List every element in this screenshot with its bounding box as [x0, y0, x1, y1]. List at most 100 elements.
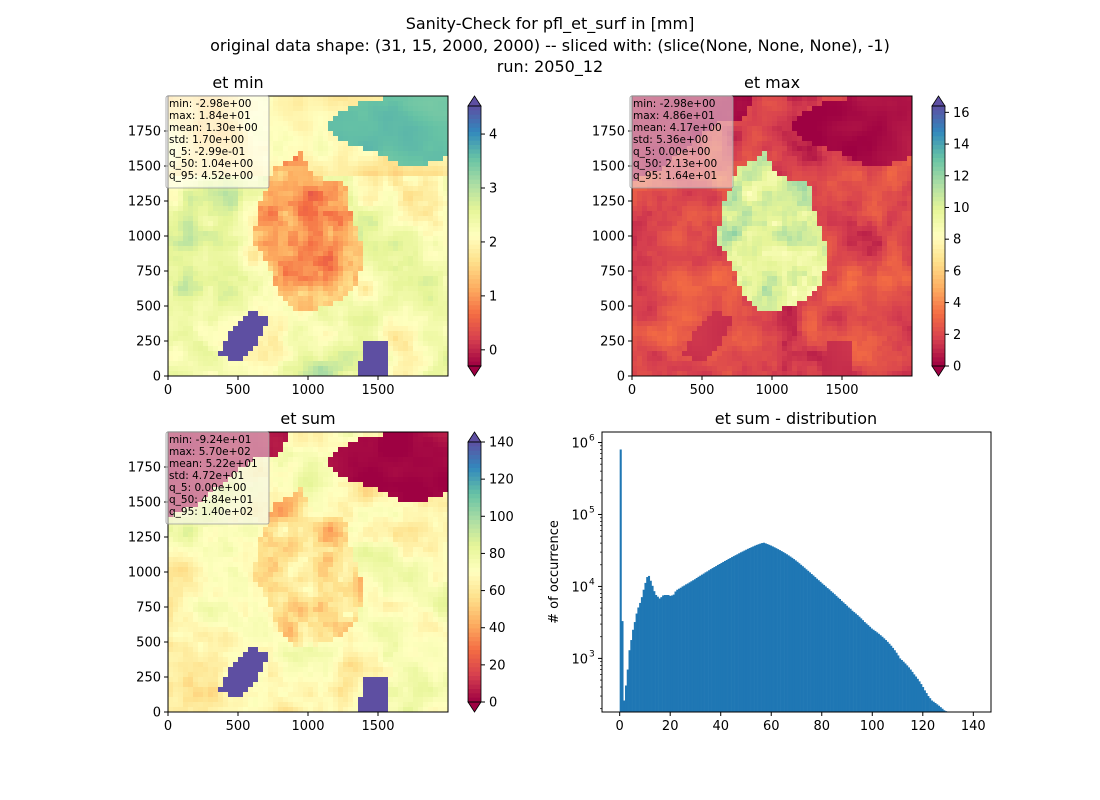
heatmap-cell [742, 126, 748, 132]
heatmap-cell [817, 101, 823, 107]
heatmap-cell [318, 116, 324, 122]
heatmap-cell [852, 221, 858, 227]
heatmap-cell [348, 186, 354, 192]
heatmap-cell [762, 226, 768, 232]
heatmap-cell [193, 301, 199, 307]
heatmap-cell [802, 101, 808, 107]
heatmap-cell [418, 211, 424, 217]
heatmap-cell [887, 146, 893, 152]
heatmap-cell [328, 361, 334, 367]
heatmap-cell [747, 111, 753, 117]
heatmap-cell [338, 326, 344, 332]
heatmap-cell [288, 171, 294, 177]
heatmap-cell [707, 201, 713, 207]
heatmap-cell [238, 216, 244, 222]
heatmap-cell [762, 146, 768, 152]
heatmap-cell [428, 286, 434, 292]
heatmap-cell [757, 106, 763, 112]
heatmap-cell [787, 146, 793, 152]
heatmap-cell [298, 191, 304, 197]
heatmap-cell [303, 261, 309, 267]
heatmap-cell [173, 301, 179, 307]
heatmap-cell [817, 161, 823, 167]
heatmap-cell [228, 201, 234, 207]
heatmap-cell [398, 371, 404, 376]
heatmap-cell [243, 251, 249, 257]
heatmap-cell [308, 161, 314, 167]
heatmap-cell [368, 156, 374, 162]
heatmap-cell [268, 281, 274, 287]
heatmap-cell [173, 316, 179, 322]
heatmap-cell [802, 106, 808, 112]
heatmap-cell [248, 366, 254, 372]
heatmap-cell [862, 236, 868, 242]
heatmap-cell [293, 151, 299, 157]
heatmap-cell [752, 191, 758, 197]
heatmap-cell [303, 186, 309, 192]
heatmap-cell [333, 111, 339, 117]
heatmap-cell [423, 341, 429, 347]
heatmap-cell [188, 206, 194, 212]
heatmap-cell [178, 301, 184, 307]
heatmap-cell [333, 281, 339, 287]
heatmap-cell [822, 166, 828, 172]
heatmap-cell [353, 276, 359, 282]
heatmap-cell [413, 221, 419, 227]
heatmap-cell [398, 226, 404, 232]
heatmap-cell [403, 211, 409, 217]
heatmap-cell [358, 321, 364, 327]
heatmap-cell [767, 196, 773, 202]
heatmap-cell [368, 231, 374, 237]
heatmap-cell [348, 361, 354, 367]
heatmap-cell [343, 316, 349, 322]
heatmap-cell [228, 301, 234, 307]
heatmap-cell [378, 321, 384, 327]
heatmap-cell [692, 246, 698, 252]
heatmap-cell [742, 136, 748, 142]
heatmap-cell [752, 226, 758, 232]
heatmap-cell [198, 206, 204, 212]
heatmap-cell [188, 241, 194, 247]
heatmap-cell [707, 236, 713, 242]
heatmap-cell [178, 231, 184, 237]
heatmap-cell [223, 266, 229, 272]
heatmap-cell [273, 116, 279, 122]
heatmap-cell [667, 221, 673, 227]
heatmap-cell [802, 141, 808, 147]
heatmap-cell [897, 126, 903, 132]
heatmap-cell [373, 191, 379, 197]
heatmap-cell [797, 96, 803, 102]
heatmap-cell [223, 346, 229, 352]
heatmap-cell [767, 131, 773, 137]
heatmap-cell [358, 331, 364, 337]
heatmap-cell [218, 341, 224, 347]
heatmap-cell [747, 186, 753, 192]
heatmap-cell [443, 316, 448, 322]
heatmap-cell [298, 136, 304, 142]
heatmap-cell [393, 356, 399, 362]
heatmap-cell [333, 131, 339, 137]
heatmap-cell [428, 136, 434, 142]
heatmap-cell [807, 191, 813, 197]
heatmap-cell [328, 296, 334, 302]
heatmap-cell [353, 141, 359, 147]
colorbar-segment [468, 188, 481, 194]
heatmap-cell [358, 266, 364, 272]
heatmap-cell [892, 156, 898, 162]
heatmap-cell [822, 96, 828, 102]
heatmap-cell [737, 171, 743, 177]
heatmap-cell [258, 271, 264, 277]
heatmap-cell [188, 336, 194, 342]
heatmap-cell [358, 181, 364, 187]
heatmap-cell [862, 101, 868, 107]
heatmap-cell [757, 216, 763, 222]
heatmap-cell [732, 141, 738, 147]
heatmap-cell [268, 111, 274, 117]
heatmap-cell [358, 341, 364, 347]
heatmap-cell [403, 326, 409, 332]
heatmap-cell [772, 201, 778, 207]
heatmap-cell [228, 191, 234, 197]
heatmap-cell [817, 106, 823, 112]
heatmap-cell [727, 226, 733, 232]
heatmap-cell [742, 246, 748, 252]
